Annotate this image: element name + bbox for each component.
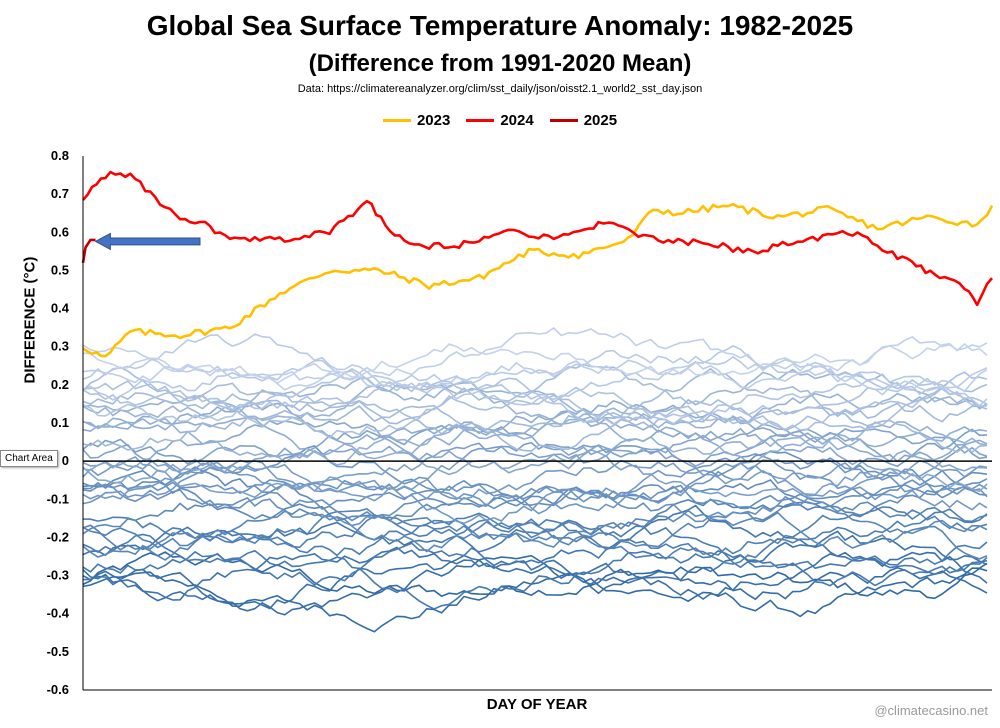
legend-label-2024: 2024 xyxy=(500,112,534,129)
y-tick-label: 0.8 xyxy=(51,148,69,163)
legend-label-2025: 2025 xyxy=(583,112,618,129)
legend-label-2023: 2023 xyxy=(416,112,451,129)
background-line-1991 xyxy=(82,506,988,560)
background-line-2016 xyxy=(82,377,988,426)
background-line-2000 xyxy=(82,453,988,525)
y-tick-label: 0.7 xyxy=(51,186,69,201)
background-year-lines xyxy=(82,326,988,633)
chart-subtitle: (Difference from 1991-2020 Mean) xyxy=(308,50,692,77)
y-axis-label: DIFFERENCE (°C) xyxy=(21,256,39,384)
y-tick-label: 0.5 xyxy=(51,262,69,277)
background-line-1993 xyxy=(82,501,988,560)
background-line-1989 xyxy=(82,519,988,587)
x-axis-label: DAY OF YEAR xyxy=(486,696,588,713)
background-line-2019 xyxy=(82,333,988,392)
background-line-1994 xyxy=(82,502,988,553)
background-line-1996 xyxy=(82,471,988,527)
y-tick-label: 0.1 xyxy=(51,415,69,430)
background-line-2013 xyxy=(82,367,988,431)
series-line-2025 xyxy=(81,238,96,264)
background-line-1983 xyxy=(82,562,988,633)
background-line-1982 xyxy=(82,551,988,600)
background-line-2017 xyxy=(82,367,988,426)
background-line-1998 xyxy=(82,450,988,503)
background-line-2001 xyxy=(82,458,988,500)
background-line-1995 xyxy=(82,466,988,522)
series-line-2023 xyxy=(82,202,994,358)
legend: 2023 2024 2025 xyxy=(0,112,1000,129)
background-line-1992 xyxy=(82,498,988,561)
background-line-1986 xyxy=(82,530,988,601)
data-source: Data: https://climatereanalyzer.org/clim… xyxy=(297,83,703,95)
watermark: @climatecasino.net xyxy=(874,703,988,718)
background-line-2009 xyxy=(82,416,988,466)
legend-item-2023: 2023 xyxy=(382,112,451,129)
highlight-year-lines xyxy=(81,170,994,358)
background-line-2012 xyxy=(82,405,988,454)
background-line-1988 xyxy=(82,549,988,610)
background-line-1990 xyxy=(82,511,988,565)
y-tick-label: 0.3 xyxy=(51,339,69,354)
background-line-2020 xyxy=(82,359,988,396)
y-tick-label: -0.2 xyxy=(47,529,69,544)
y-tick-label: -0.4 xyxy=(47,606,70,621)
legend-item-2024: 2024 xyxy=(466,112,534,129)
y-tick-label: 0.6 xyxy=(51,224,69,239)
y-tick-label: 0 xyxy=(62,453,69,468)
background-line-2006 xyxy=(82,420,988,493)
legend-swatch-2025 xyxy=(549,119,578,122)
legend-swatch-2024 xyxy=(466,119,495,122)
background-line-1987 xyxy=(82,504,988,576)
y-tick-label: -0.1 xyxy=(47,491,69,506)
y-tick-label: -0.5 xyxy=(47,644,69,659)
axes: 0.8 0.7 0.6 0.5 0.4 0.3 0.2 0.1 0 -0.1 -0.2 -0.3 -0.… xyxy=(47,148,992,697)
background-line-1997 xyxy=(82,469,988,523)
annotation-arrow xyxy=(94,232,201,251)
background-line-2002 xyxy=(82,428,988,502)
y-tick-label: 0.2 xyxy=(51,377,69,392)
chart-title: Global Sea Surface Temperature Anomaly: … xyxy=(146,10,854,41)
annotations xyxy=(94,232,201,251)
y-tick-label: -0.6 xyxy=(47,682,69,697)
background-line-2014 xyxy=(82,363,988,432)
background-line-2008 xyxy=(82,410,988,464)
background-line-2003 xyxy=(82,442,988,499)
legend-swatch-2023 xyxy=(382,119,411,122)
background-line-2021 xyxy=(82,326,988,391)
background-line-2015 xyxy=(82,371,988,439)
legend-item-2025: 2025 xyxy=(549,112,618,129)
y-tick-label: 0.4 xyxy=(51,301,70,316)
series-line-2024 xyxy=(82,170,993,307)
background-line-1984 xyxy=(82,554,988,616)
y-tick-label: -0.3 xyxy=(47,568,69,583)
background-line-2022 xyxy=(82,342,988,385)
chart-area-tooltip: Chart Area xyxy=(0,450,58,467)
